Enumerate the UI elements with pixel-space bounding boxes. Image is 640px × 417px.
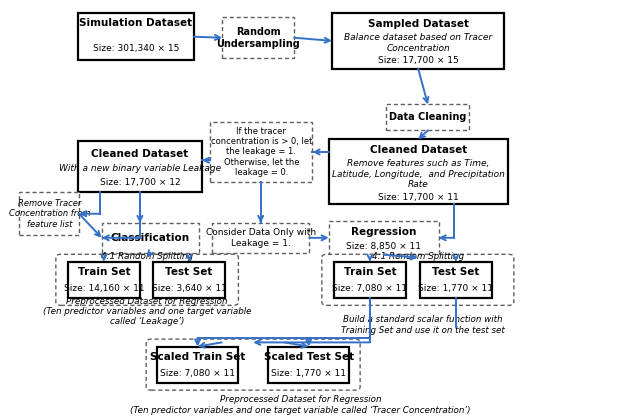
- Text: Cleaned Dataset: Cleaned Dataset: [92, 149, 189, 159]
- Bar: [19, 192, 79, 235]
- Bar: [212, 223, 309, 253]
- Bar: [102, 223, 199, 253]
- Bar: [329, 221, 438, 255]
- Bar: [334, 262, 406, 298]
- Bar: [222, 17, 294, 58]
- Text: If the tracer
concentration is > 0, let
the leakage = 1.
Otherwise, let the
leak: If the tracer concentration is > 0, let …: [211, 127, 312, 177]
- Text: Size: 14,160 × 11: Size: 14,160 × 11: [63, 284, 144, 294]
- Bar: [78, 141, 202, 192]
- Bar: [420, 262, 492, 298]
- Text: 4:1 Random Splitting: 4:1 Random Splitting: [101, 252, 193, 261]
- Text: Sampled Dataset: Sampled Dataset: [367, 18, 468, 28]
- Text: Data Cleaning: Data Cleaning: [389, 113, 467, 123]
- Text: Train Set: Train Set: [344, 267, 396, 277]
- Text: Simulation Dataset: Simulation Dataset: [79, 18, 193, 28]
- Bar: [268, 347, 349, 383]
- Text: Size: 1,770 × 11: Size: 1,770 × 11: [419, 284, 493, 294]
- Text: Train Set: Train Set: [77, 267, 130, 277]
- Text: Test Set: Test Set: [432, 267, 479, 277]
- Bar: [68, 262, 140, 298]
- Text: Consider Data Only with
Leakage = 1.: Consider Data Only with Leakage = 1.: [205, 228, 316, 248]
- Text: Remove features such as Time,
Latitude, Longitude,  and Precipitation
Rate: Remove features such as Time, Latitude, …: [332, 159, 504, 189]
- Bar: [210, 122, 312, 182]
- Text: 4:1 Random Splitting: 4:1 Random Splitting: [372, 252, 464, 261]
- Bar: [332, 13, 504, 69]
- Text: Cleaned Dataset: Cleaned Dataset: [369, 145, 467, 155]
- Text: Classification: Classification: [111, 233, 190, 243]
- Text: Size: 17,700 × 12: Size: 17,700 × 12: [100, 178, 180, 187]
- Text: Preprocessed Dataset for Regression
(Ten predictor variables and one target vari: Preprocessed Dataset for Regression (Ten…: [131, 395, 471, 414]
- Text: With a new binary variable Leakage: With a new binary variable Leakage: [59, 164, 221, 173]
- Bar: [387, 104, 469, 131]
- FancyBboxPatch shape: [56, 254, 239, 305]
- Bar: [153, 262, 225, 298]
- Text: Size: 17,700 × 11: Size: 17,700 × 11: [378, 193, 458, 202]
- Text: Regression: Regression: [351, 227, 417, 237]
- Text: Remove Tracer
Concentration from
feature list: Remove Tracer Concentration from feature…: [8, 199, 90, 229]
- Text: Size: 8,850 × 11: Size: 8,850 × 11: [346, 241, 421, 251]
- FancyBboxPatch shape: [322, 254, 514, 305]
- Text: Build a standard scalar function with
Training Set and use it on the test set: Build a standard scalar function with Tr…: [341, 315, 505, 335]
- Text: Size: 7,080 × 11: Size: 7,080 × 11: [160, 369, 235, 378]
- Bar: [329, 139, 508, 204]
- Bar: [157, 347, 239, 383]
- Text: Size: 1,770 × 11: Size: 1,770 × 11: [271, 369, 346, 378]
- Text: Scaled Test Set: Scaled Test Set: [264, 352, 354, 362]
- Text: Balance dataset based on Tracer
Concentration: Balance dataset based on Tracer Concentr…: [344, 33, 492, 53]
- Text: Preprocessed Dataset for Regression
(Ten predictor variables and one target vari: Preprocessed Dataset for Regression (Ten…: [43, 296, 251, 327]
- Text: Size: 3,640 × 11: Size: 3,640 × 11: [152, 284, 227, 294]
- Bar: [78, 13, 194, 60]
- Text: Size: 17,700 × 15: Size: 17,700 × 15: [378, 56, 458, 65]
- Text: Scaled Train Set: Scaled Train Set: [150, 352, 245, 362]
- Text: Size: 301,340 × 15: Size: 301,340 × 15: [93, 44, 179, 53]
- Text: Test Set: Test Set: [166, 267, 213, 277]
- Text: Random
Undersampling: Random Undersampling: [216, 27, 300, 48]
- Text: Size: 7,080 × 11: Size: 7,080 × 11: [332, 284, 407, 294]
- FancyBboxPatch shape: [146, 339, 360, 390]
